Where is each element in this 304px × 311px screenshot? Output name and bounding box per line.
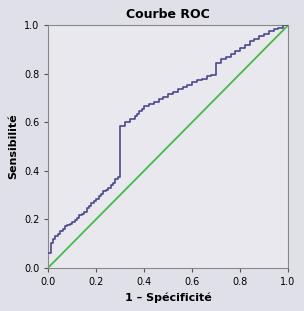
Title: Courbe ROC: Courbe ROC xyxy=(126,8,210,21)
Y-axis label: Sensibilité: Sensibilité xyxy=(8,114,18,179)
X-axis label: 1 – Spécificité: 1 – Spécificité xyxy=(125,292,212,303)
